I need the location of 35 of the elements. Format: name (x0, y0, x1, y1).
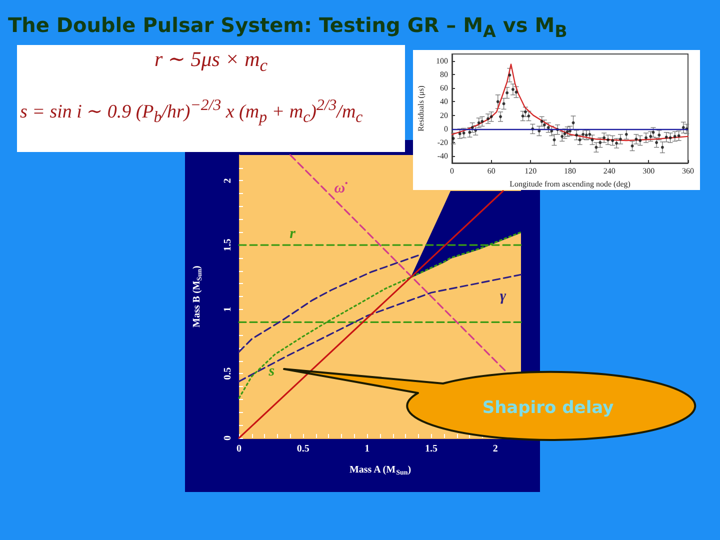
series-label: γ (500, 288, 507, 304)
y-tick-label: 20 (440, 110, 448, 120)
x-tick-label: 0 (236, 444, 242, 454)
x-tick-label: 300 (642, 166, 655, 176)
y-tick-label: 2 (222, 178, 234, 184)
chart-title: The Double Pulsar System: Testing GR – M$_{A}$ vs M$_{B}$ (8, 13, 568, 41)
x-tick-label: 120 (524, 166, 537, 176)
x-tick-label: 180 (564, 166, 576, 176)
y-tick-label: 0.5 (222, 367, 234, 380)
y-tick-label: 40 (440, 97, 448, 106)
x-axis-title: Longitude from ascending node (deg) (510, 179, 631, 188)
x-tick-label: 360 (682, 166, 694, 176)
y-tick-label: -20 (437, 138, 448, 148)
y-tick-label: 0 (222, 436, 234, 440)
y-tick-label: -40 (437, 152, 448, 161)
annotation: Shapiro delay (482, 398, 614, 418)
y-tick-label: 80 (440, 70, 448, 79)
x-tick-label: 0 (450, 166, 454, 176)
series-label: ω̇ (334, 180, 348, 196)
series-label: s (268, 364, 275, 380)
y-tick-label: 60 (440, 84, 448, 93)
x-tick-label: 1 (364, 444, 370, 454)
y-tick-label: 1.5 (222, 238, 234, 252)
y-tick-label: 1 (222, 306, 234, 312)
y-tick-label: 100 (436, 56, 448, 66)
x-tick-label: 0.5 (296, 444, 310, 454)
x-tick-label: 1.5 (425, 444, 438, 454)
series-label: r (290, 226, 296, 242)
x-tick-label: 240 (603, 166, 616, 176)
text: s = sin i ∼ 0.9 (P$_{b}$/hr)$^{−2/3}$ x (m$_{p}$ + m$_{c}$)$^{2/3}$/m$_{c}$ (20, 97, 363, 126)
text: r ∼ 5μs × m$_{c}$ (153, 47, 269, 76)
y-axis-title: Residuals (μs) (416, 85, 426, 132)
x-tick-label: 2 (492, 444, 498, 454)
x-tick-label: 60 (487, 166, 496, 176)
y-tick-label: 0 (444, 124, 448, 134)
